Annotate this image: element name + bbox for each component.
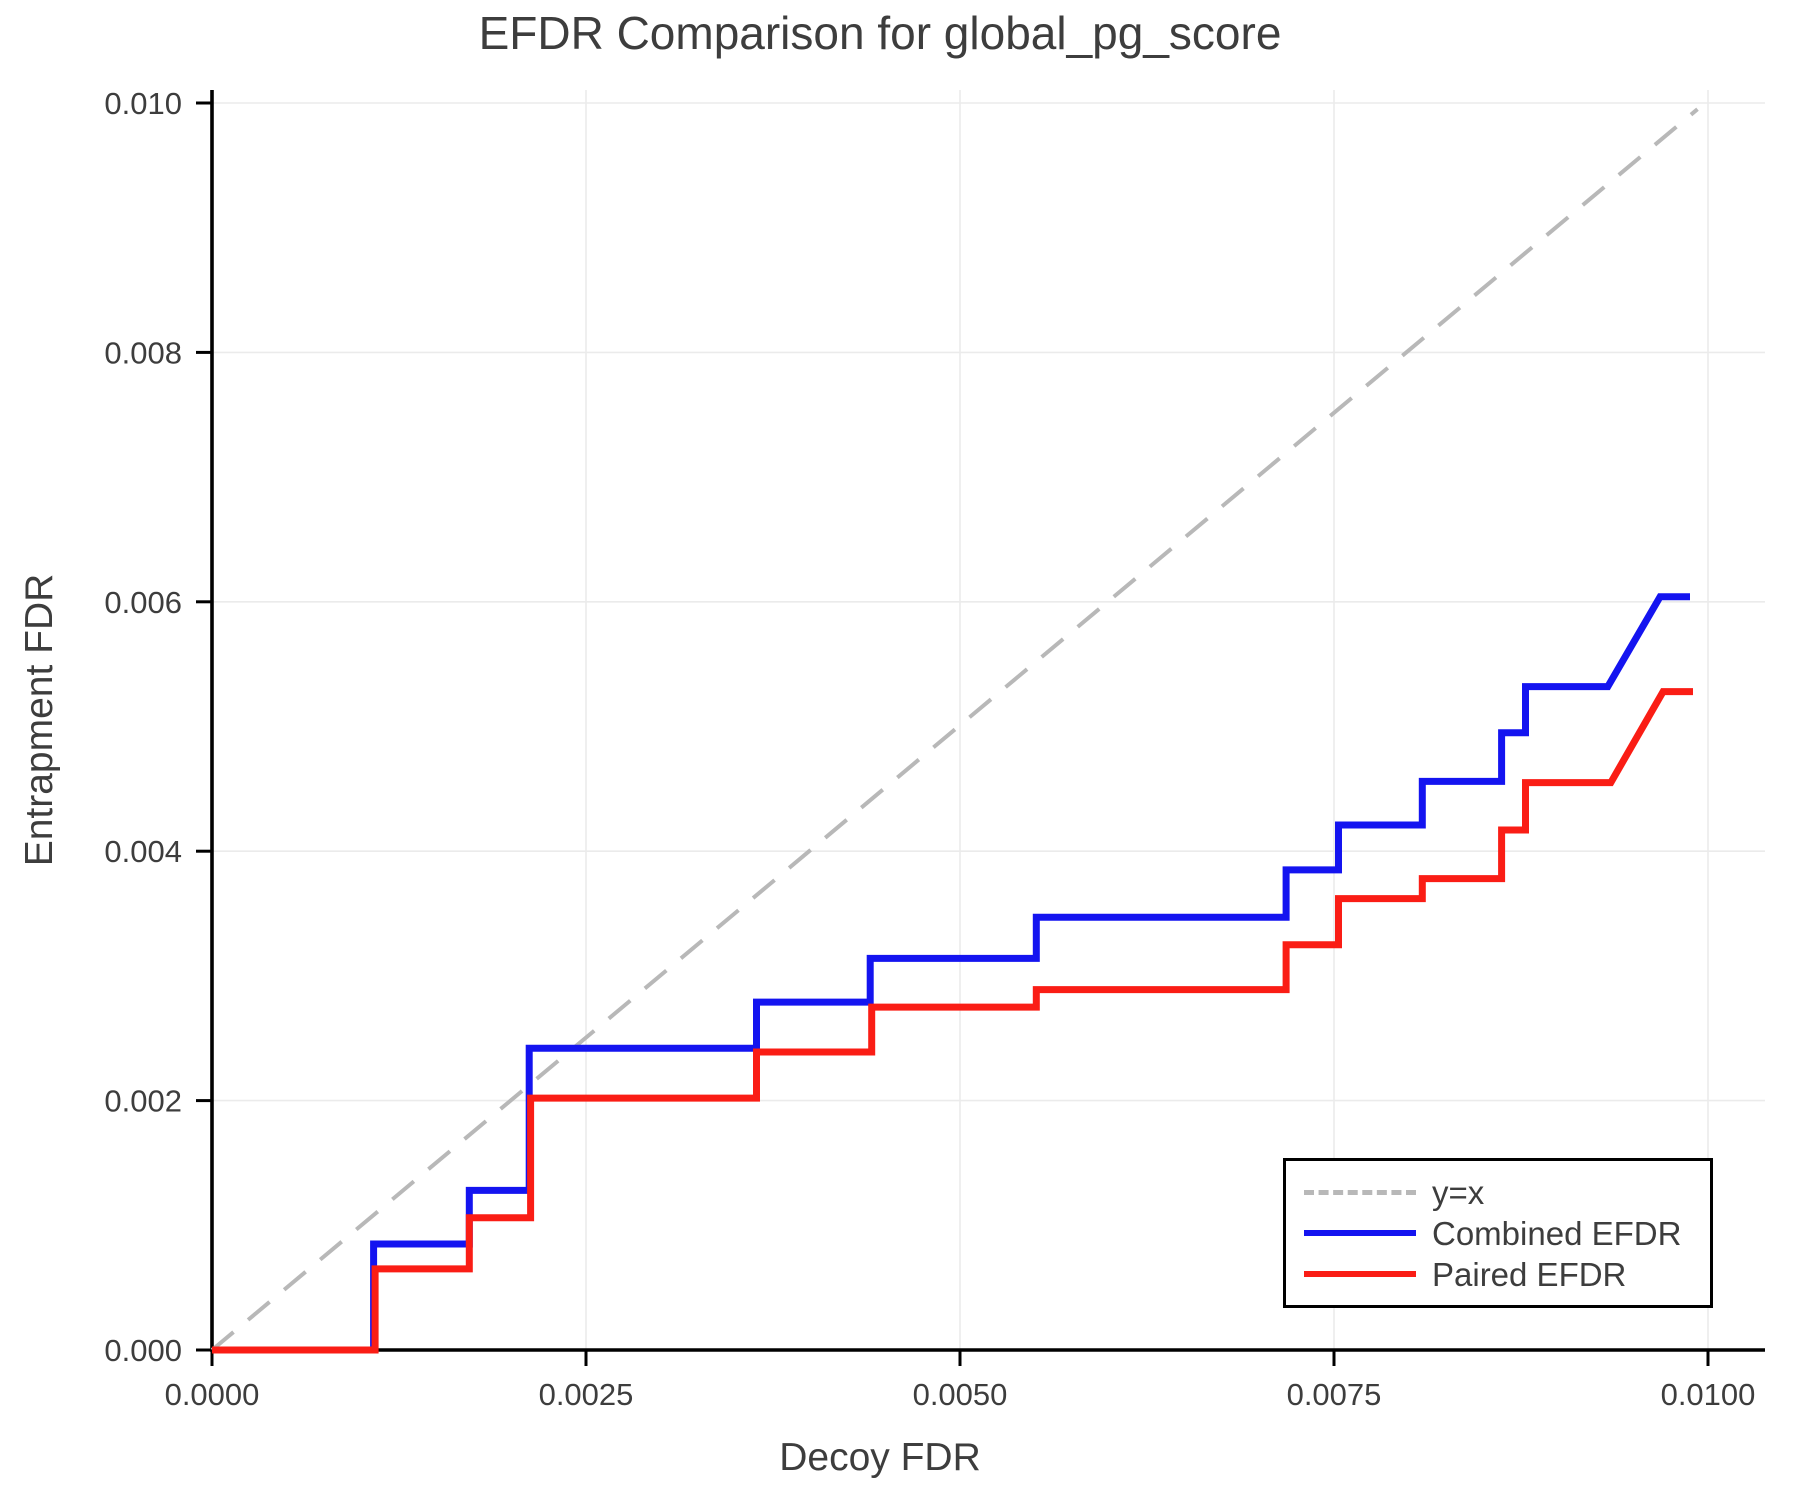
y-tick-label: 0.002 <box>104 1084 182 1119</box>
series-combined-efdr <box>212 593 1690 1354</box>
yx-line-sample <box>1304 1189 1416 1195</box>
y-tick-label: 0.010 <box>104 86 182 121</box>
y-axis-label: Entrapment FDR <box>18 573 61 867</box>
legend-item-paired: Paired EFDR <box>1304 1256 1710 1293</box>
legend-item-yx: y=x <box>1304 1174 1710 1211</box>
legend-item-combined: Combined EFDR <box>1304 1215 1710 1252</box>
y-tick-label: 0.004 <box>104 834 182 869</box>
series-paired-efdr <box>212 688 1693 1354</box>
y-tick-label: 0.006 <box>104 585 182 620</box>
x-tick-label: 0.0000 <box>165 1377 260 1412</box>
legend-label-combined: Combined EFDR <box>1432 1214 1682 1252</box>
x-tick-label: 0.0075 <box>1287 1377 1382 1412</box>
x-tick-label: 0.0025 <box>539 1377 634 1412</box>
chart-title: EFDR Comparison for global_pg_score <box>478 7 1282 59</box>
x-tick-label: 0.0050 <box>913 1377 1008 1412</box>
series-y-x <box>210 107 1699 1352</box>
legend-label-yx: y=x <box>1432 1173 1485 1211</box>
y-tick-label: 0.000 <box>104 1333 182 1368</box>
legend: y=x Combined EFDR Paired EFDR <box>1283 1158 1713 1308</box>
x-axis-label: Decoy FDR <box>779 1436 981 1479</box>
legend-label-paired: Paired EFDR <box>1432 1255 1627 1293</box>
combined-line-sample <box>1304 1230 1416 1236</box>
paired-line-sample <box>1304 1271 1416 1277</box>
y-tick-label: 0.008 <box>104 335 182 370</box>
x-tick-label: 0.0100 <box>1661 1377 1756 1412</box>
